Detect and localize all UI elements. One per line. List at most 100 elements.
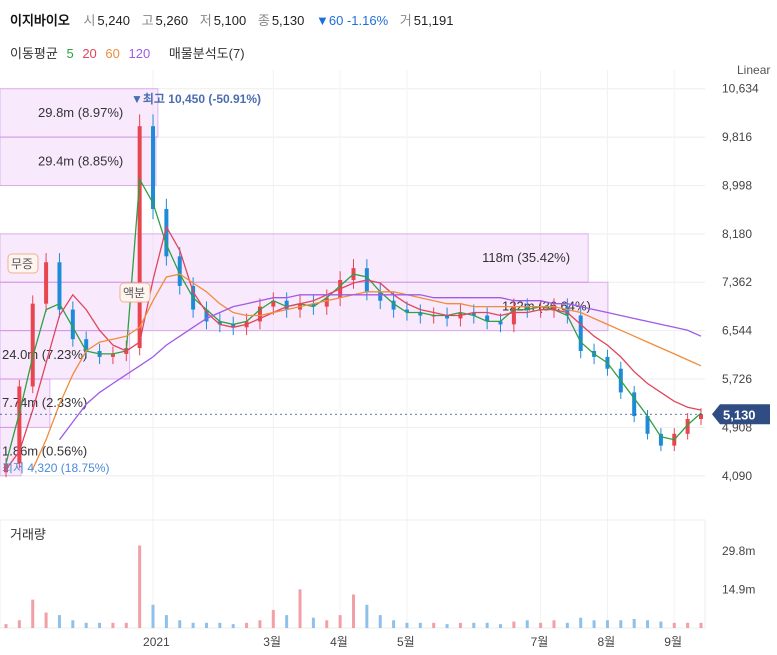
volume-label: 거 — [399, 13, 412, 28]
x-tick-label: 2021 — [143, 635, 170, 649]
volume-bar — [525, 620, 529, 628]
candle — [445, 315, 450, 319]
candle — [231, 324, 236, 328]
stock-name: 이지바이오 — [10, 13, 70, 28]
volume-bar — [31, 599, 35, 628]
candle — [311, 303, 316, 307]
open-value: 5,240 — [97, 13, 130, 28]
x-tick-label: 4월 — [330, 635, 348, 649]
candle — [485, 315, 490, 322]
ma-20-label: 20 — [82, 46, 97, 61]
candle — [645, 416, 650, 434]
ma-legend-title: 이동평균 — [10, 46, 58, 61]
volume-profile-label: 매물분석도(7) — [168, 46, 245, 61]
candle — [17, 386, 22, 464]
volume-bar — [659, 621, 663, 628]
volume-bar — [271, 609, 275, 628]
close-value: 5,130 — [271, 13, 305, 28]
volume-bar — [57, 615, 61, 628]
volume-bar — [258, 620, 262, 628]
change-value: ▼60 -1.16% — [316, 13, 389, 28]
candle — [4, 463, 8, 473]
volume-bar — [285, 615, 289, 628]
y-tick-label: 7,362 — [722, 275, 752, 289]
volume-bar — [151, 604, 155, 628]
candle — [498, 321, 503, 325]
high-value: 5,260 — [155, 13, 189, 28]
candle — [378, 291, 383, 301]
x-tick-label: 3월 — [263, 635, 281, 649]
candle — [391, 300, 396, 310]
volume-pane-title: 거래량 — [10, 527, 46, 542]
volume-bar — [245, 622, 249, 628]
volume-profile-label: 118m (35.42%) — [482, 250, 570, 265]
y-tick-label: 9,816 — [722, 130, 752, 144]
volume-bar — [552, 620, 556, 628]
volume-bar — [4, 624, 8, 628]
volume-bar — [672, 622, 676, 628]
x-tick-label: 9월 — [664, 635, 682, 649]
ma-line-120 — [58, 294, 702, 441]
volume-tick-label: 29.8m — [722, 544, 755, 558]
event-marker-label: 무증 — [11, 257, 33, 271]
candle — [551, 306, 556, 310]
y-tick-label: 8,998 — [722, 178, 752, 192]
candle — [164, 209, 169, 257]
volume-bar — [44, 612, 48, 628]
volume-bar — [218, 622, 222, 628]
ma-line-60 — [32, 273, 702, 470]
volume-bar — [499, 624, 503, 628]
candle — [578, 315, 583, 351]
volume-bar — [539, 622, 543, 628]
quote-header: 이지바이오 시 5,240 고 5,260 저 5,100 종 5,130 ▼60 -1… — [10, 10, 462, 29]
volume-bar — [71, 620, 75, 628]
x-tick-label: 5월 — [397, 635, 415, 649]
candle — [699, 414, 703, 420]
volume-bar — [699, 622, 703, 628]
candle — [257, 306, 262, 322]
volume-profile-label: 1.86m (0.56%) — [2, 444, 87, 459]
y-tick-label: 10,634 — [722, 82, 759, 96]
high-label: 고 — [141, 13, 154, 28]
volume-bar — [164, 615, 168, 628]
y-tick-label: 8,180 — [722, 227, 752, 241]
candle — [511, 306, 516, 325]
volume-bar — [565, 622, 569, 628]
volume-bar — [298, 589, 302, 628]
volume-bar — [619, 620, 623, 628]
volume-bar — [472, 622, 476, 628]
candle — [525, 306, 530, 310]
candle — [418, 312, 423, 316]
y-tick-label: 4,090 — [722, 469, 752, 483]
candle — [204, 309, 209, 322]
candle — [44, 262, 49, 304]
max-price-label: ▼최고 10,450 (-50.91%) — [131, 91, 261, 106]
candle — [324, 297, 329, 307]
candle — [30, 303, 35, 387]
ma-legend[interactable]: 이동평균 5 20 60 120 매물분석도(7) — [10, 43, 250, 62]
volume-bar — [579, 617, 583, 628]
candle — [57, 262, 62, 310]
volume-bar — [485, 622, 489, 628]
volume-value: 51,191 — [413, 13, 454, 28]
volume-bar — [458, 622, 462, 628]
volume-bar — [98, 622, 102, 628]
ma-line-20 — [5, 225, 702, 470]
candle — [177, 256, 182, 286]
candle — [471, 312, 476, 316]
volume-bar — [124, 622, 128, 628]
volume-bar — [204, 622, 208, 628]
current-price-label: 5,130 — [723, 407, 756, 422]
candle — [137, 126, 142, 349]
ma-60-label: 60 — [105, 46, 120, 61]
volume-bar — [338, 615, 342, 628]
candle — [110, 353, 115, 357]
current-price-tag — [712, 404, 770, 425]
volume-bar — [325, 620, 329, 628]
close-label: 종 — [257, 13, 270, 28]
volume-profile-bar — [0, 233, 589, 283]
volume-bar — [111, 622, 115, 628]
event-marker — [119, 282, 151, 303]
candle — [284, 300, 289, 310]
